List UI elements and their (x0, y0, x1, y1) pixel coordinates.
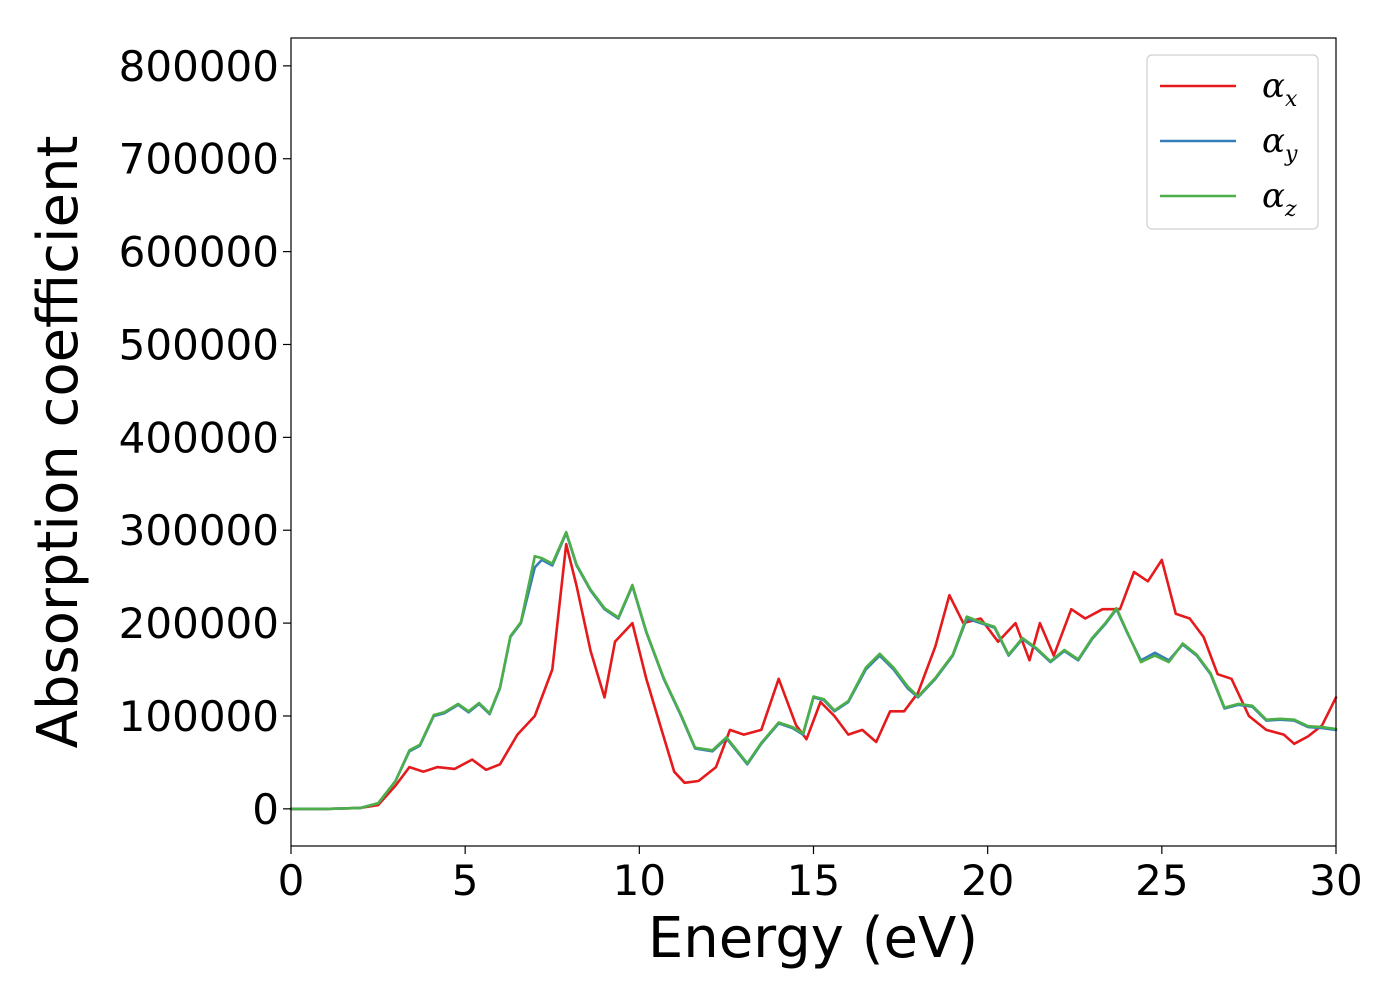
y-tick-label: 800000 (119, 42, 279, 91)
legend-label-z: αz (1262, 176, 1297, 222)
x-tick-label: 0 (278, 856, 305, 905)
y-tick-label: 700000 (119, 135, 279, 184)
x-tick-label: 10 (613, 856, 666, 905)
legend: αx αy αz (1146, 54, 1319, 230)
y-tick-label: 600000 (119, 228, 279, 277)
x-axis: 0 5 10 15 20 25 30 (278, 846, 1363, 905)
x-axis-title: Energy (eV) (648, 906, 978, 971)
x-tick-label: 20 (961, 856, 1014, 905)
y-tick-label: 300000 (119, 506, 279, 555)
series-line-z (289, 530, 1338, 811)
y-tick-label: 500000 (119, 320, 279, 369)
x-tick-label: 30 (1309, 856, 1362, 905)
y-tick-label: 0 (252, 785, 279, 834)
x-tick-label: 5 (452, 856, 479, 905)
series-line-x (289, 542, 1338, 811)
y-tick-label: 200000 (119, 599, 279, 648)
y-axis-title: Absorption coefficient (26, 136, 91, 749)
y-tick-label: 400000 (119, 413, 279, 462)
y-axis: 0 100000 200000 300000 400000 500000 600000 700… (119, 42, 291, 834)
series-layer (289, 530, 1338, 811)
legend-label-y: αy (1262, 121, 1298, 167)
x-tick-label: 25 (1135, 856, 1188, 905)
y-tick-label: 100000 (119, 692, 279, 741)
legend-label-x: αx (1262, 66, 1298, 112)
x-tick-label: 15 (787, 856, 840, 905)
